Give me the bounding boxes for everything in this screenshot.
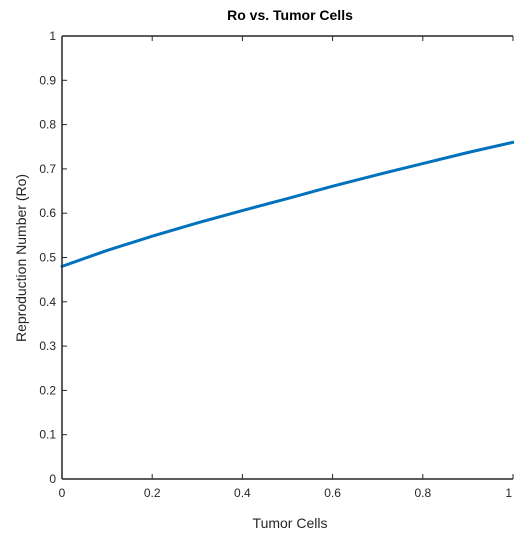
x-tick-label: 0.4 (234, 486, 251, 500)
ticks-layer: 0 0.1 0.2 0.3 0.4 0.5 0.6 0.7 0.8 0.9 1 0 0.2 0.4 0.6 0… (39, 29, 514, 500)
y-tick-label: 0.7 (39, 162, 56, 176)
chart-title: Ro vs. Tumor Cells (227, 7, 353, 23)
series-layer (60, 140, 514, 268)
y-tick-label: 1 (49, 29, 56, 43)
x-tick-label: 0.8 (414, 486, 431, 500)
x-tick-label: 1 (505, 486, 512, 500)
y-tick-label: 0 (49, 472, 56, 486)
y-tick-label: 0.9 (39, 73, 56, 87)
y-tick-label: 0.1 (39, 428, 56, 442)
plot-background (62, 36, 513, 479)
y-tick-label: 0.5 (39, 251, 56, 265)
x-tick-label: 0.6 (324, 486, 341, 500)
x-tick-label: 0 (59, 486, 66, 500)
plot-area (60, 35, 514, 480)
y-tick-label: 0.4 (39, 295, 56, 309)
series-line-0 (60, 140, 514, 268)
y-tick-label: 0.3 (39, 339, 56, 353)
x-axis-label: Tumor Cells (253, 515, 328, 531)
x-tick-label: 0.2 (144, 486, 161, 500)
y-tick-label: 0.6 (39, 206, 56, 220)
y-tick-label: 0.2 (39, 383, 56, 397)
y-tick-label: 0.8 (39, 118, 56, 132)
y-axis-label: Reproduction Number (Ro) (13, 174, 29, 342)
